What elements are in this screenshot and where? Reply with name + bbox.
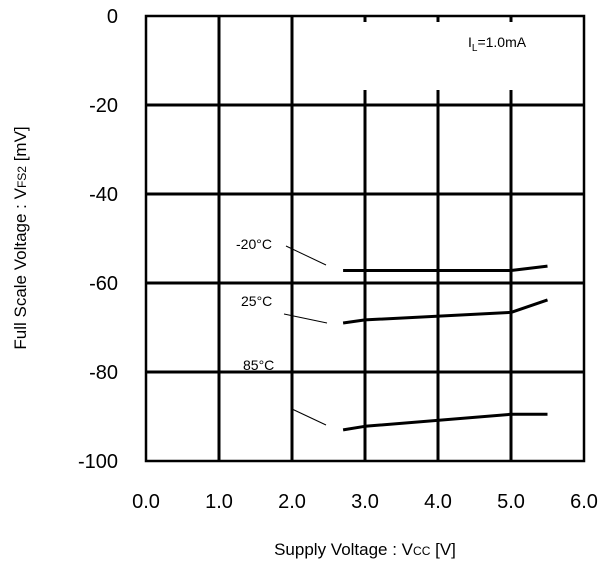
series-line-1 xyxy=(342,298,548,325)
y-axis-title-suffix: [mV] xyxy=(11,126,30,166)
x-tick-label-3: 3.0 xyxy=(351,491,379,513)
series-leader-0 xyxy=(285,245,327,266)
tick-layer: 0.0 1.0 2.0 3.0 4.0 5.0 6.0 0 -20 -40 -60 -80 -100 xyxy=(78,6,598,513)
series-leader-1 xyxy=(283,313,328,324)
plot-frame xyxy=(144,14,586,463)
series-line-0 xyxy=(343,264,548,272)
y-tick-label-3: -60 xyxy=(89,273,118,295)
annotation-suffix: =1.0mA xyxy=(477,34,526,50)
series-label-2: 85°C xyxy=(243,357,274,373)
current-annotation: IL=1.0mA xyxy=(468,34,527,54)
grid-layer xyxy=(146,16,584,461)
x-tick-label-5: 5.0 xyxy=(497,491,525,513)
y-axis-title-main: Full Scale Voltage : V xyxy=(11,187,30,349)
x-tick-label-4: 4.0 xyxy=(424,491,452,513)
x-tick-label-1: 1.0 xyxy=(205,491,233,513)
series-layer xyxy=(342,264,548,432)
label-layer: -20°C 25°C 85°C xyxy=(236,236,328,426)
series-label-1: 25°C xyxy=(241,293,272,309)
x-axis-title-main: Supply Voltage : V xyxy=(274,540,414,559)
x-tick-label-2: 2.0 xyxy=(278,491,306,513)
series-label-0: -20°C xyxy=(236,236,272,252)
x-tick-label-0: 0.0 xyxy=(132,491,160,513)
x-axis-title: Supply Voltage : VCC [V] xyxy=(274,540,456,559)
x-axis-title-sub: CC xyxy=(413,544,431,558)
y-tick-label-2: -40 xyxy=(89,184,118,206)
y-tick-label-0: 0 xyxy=(107,6,118,28)
y-tick-label-1: -20 xyxy=(89,95,118,117)
y-tick-label-4: -80 xyxy=(89,362,118,384)
annotation-main: I xyxy=(468,34,472,50)
y-axis-title: Full Scale Voltage : VFS2 [mV] xyxy=(11,126,30,349)
annotation-sub: L xyxy=(472,43,478,54)
x-tick-label-6: 6.0 xyxy=(570,491,598,513)
y-tick-label-5: -100 xyxy=(78,451,118,473)
x-axis-title-suffix: [V] xyxy=(430,540,456,559)
y-axis-title-sub: FS2 xyxy=(15,166,29,188)
series-line-2 xyxy=(342,412,548,432)
annotation-box xyxy=(363,22,543,90)
series-leader-2 xyxy=(291,408,327,426)
